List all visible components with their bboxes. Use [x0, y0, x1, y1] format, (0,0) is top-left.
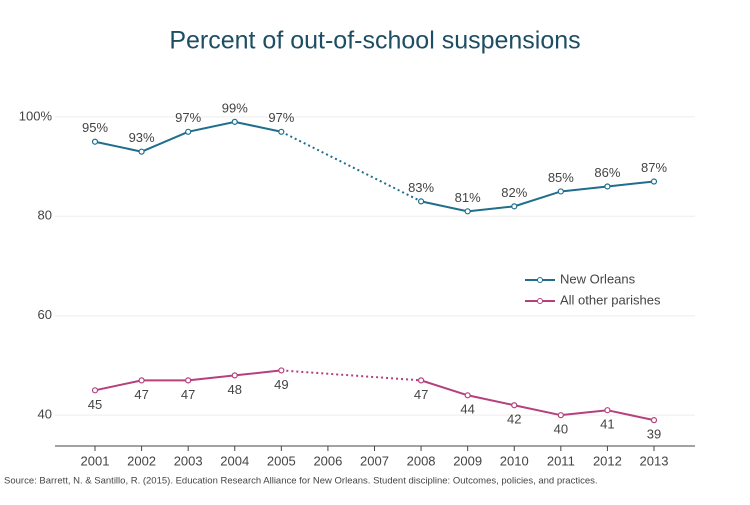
data-label: 41 — [600, 417, 614, 432]
data-label: 42 — [507, 412, 521, 427]
gap-connector — [280, 130, 422, 203]
x-tick-label: 2001 — [81, 453, 110, 468]
point — [557, 188, 564, 195]
point — [417, 377, 425, 384]
point — [231, 372, 238, 379]
data-label: 99% — [222, 100, 248, 115]
x-tick-label: 2004 — [220, 453, 249, 468]
legend-marker — [537, 277, 543, 283]
data-label: 82% — [501, 185, 527, 200]
series-line — [420, 379, 655, 422]
point — [604, 407, 611, 414]
point — [511, 203, 518, 210]
point — [464, 208, 471, 215]
data-label: 49 — [274, 377, 288, 392]
data-label: 44 — [460, 402, 474, 417]
data-label: 45 — [88, 397, 102, 412]
x-tick-label: 2012 — [593, 453, 622, 468]
x-tick-label: 2005 — [267, 453, 296, 468]
legend-label: New Orleans — [560, 271, 636, 286]
x-tick-label: 2003 — [174, 453, 203, 468]
data-label: 47 — [414, 387, 428, 402]
source-note: Source: Barrett, N. & Santillo, R. (2015… — [4, 476, 598, 487]
y-tick-label: 40 — [38, 407, 52, 422]
data-label: 83% — [408, 180, 434, 195]
point — [231, 118, 238, 125]
point — [417, 198, 425, 205]
data-label: 85% — [548, 170, 574, 185]
point — [650, 417, 658, 424]
point — [91, 387, 99, 394]
legend-label: All other parishes — [560, 292, 661, 307]
x-tick-label: 2013 — [640, 453, 669, 468]
point — [650, 178, 658, 185]
x-tick-label: 2006 — [313, 453, 342, 468]
y-tick-label: 100% — [19, 108, 53, 123]
data-label: 93% — [129, 130, 155, 145]
point — [464, 392, 471, 399]
x-tick-label: 2009 — [453, 453, 482, 468]
point — [557, 412, 564, 419]
point — [138, 377, 145, 384]
x-tick-label: 2008 — [407, 453, 436, 468]
x-tick-label: 2010 — [500, 453, 529, 468]
y-tick-label: 80 — [38, 208, 52, 223]
point — [185, 128, 192, 135]
data-label: 48 — [228, 382, 242, 397]
series-line — [94, 120, 282, 153]
legend-marker — [537, 298, 543, 304]
point — [185, 377, 192, 384]
gap-connector — [281, 369, 422, 382]
x-tick-label: 2007 — [360, 453, 389, 468]
data-label: 97% — [175, 110, 201, 125]
y-tick-label: 60 — [38, 307, 52, 322]
data-label: 81% — [455, 190, 481, 205]
x-tick-label: 2011 — [547, 453, 575, 468]
data-label: 95% — [82, 120, 108, 135]
point — [604, 183, 611, 190]
data-label: 87% — [641, 160, 667, 175]
point — [511, 402, 518, 409]
data-label: 40 — [554, 422, 568, 437]
series-line — [420, 180, 655, 213]
point — [91, 138, 99, 145]
data-label: 97% — [268, 110, 294, 125]
data-label: 39 — [647, 427, 661, 442]
data-label: 47 — [134, 387, 148, 402]
point — [278, 367, 285, 374]
x-tick-label: 2002 — [127, 453, 156, 468]
data-label: 86% — [594, 165, 620, 180]
chart-title: Percent of out-of-school suspensions — [169, 27, 580, 55]
point — [138, 148, 145, 155]
point — [278, 128, 285, 135]
data-label: 47 — [181, 387, 195, 402]
